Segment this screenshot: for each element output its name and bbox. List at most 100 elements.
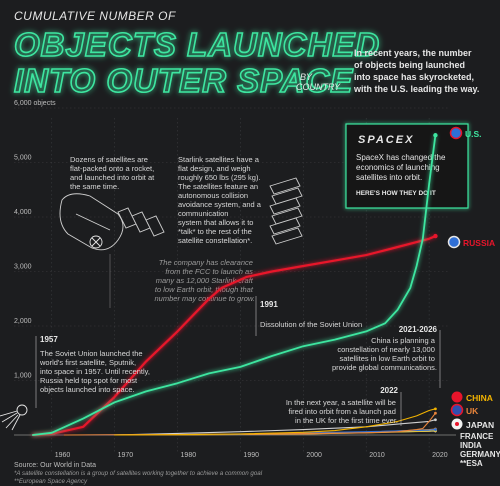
label-esa: **ESA	[460, 459, 483, 468]
x-tick-label: 1960	[55, 452, 71, 459]
x-tick-label: 2000	[306, 452, 322, 459]
y-tick-label: 2,000	[14, 318, 32, 325]
flatpack-satellites-illustration	[59, 193, 165, 251]
x-tick-label: 1990	[243, 452, 259, 459]
intro-line: In recent years, the number	[354, 48, 472, 58]
starlink-line: flat design, and weigh	[178, 164, 251, 173]
label-germany: GERMANY	[460, 450, 500, 459]
flatpack-line: flat-packed onto a rocket,	[70, 164, 154, 173]
series-end-point	[434, 418, 437, 422]
starlink-line: roughly 650 lbs (295 kg).	[178, 173, 261, 182]
starlink-line: satellite constellation*.	[178, 236, 252, 245]
us-flag-icon	[449, 126, 463, 140]
fcc-line: number may continue to grow.	[155, 294, 255, 303]
text-2021-line: China is planning a	[371, 336, 436, 345]
intro-line: into space has skyrocketed,	[354, 72, 474, 82]
text-1957-line: world's first satellite, Sputnik,	[39, 358, 136, 367]
label-china: CHINA	[466, 393, 493, 403]
us-label-group: U.S.	[449, 126, 482, 140]
series-line-japan	[114, 419, 436, 436]
intro-line: with the U.S. leading the way.	[353, 84, 479, 94]
series-end-point	[433, 233, 438, 239]
kicker: CUMULATIVE NUMBER OF	[14, 9, 176, 23]
country-labels: U.S. RUSSIA CHINA UK JAPAN FRANCE INDIA …	[447, 126, 500, 468]
fcc-line: The company has clearance	[159, 258, 253, 267]
label-russia: RUSSIA	[463, 238, 495, 248]
title: OBJECTS LAUNCHED INTO OUTER SPACE	[13, 25, 380, 100]
label-1957: 1957	[40, 335, 58, 344]
text-1957-line: Russia held top spot for most	[40, 376, 138, 385]
fcc-line: from the FCC to launch as	[165, 267, 253, 276]
y-tick-label: 4,000	[14, 209, 32, 216]
japan-label-group: JAPAN	[451, 418, 494, 430]
fcc-line: many as 12,000 Starlink craft	[156, 276, 254, 285]
footer: Source: Our World in Data *A satellite c…	[14, 462, 263, 485]
starlink-line: Starlink satellites have a	[178, 155, 260, 164]
y-tick-label: 5,000	[14, 155, 32, 162]
label-japan: JAPAN	[466, 420, 494, 430]
starlink-line: communication	[178, 209, 228, 218]
text-2021-line: provide global communications.	[332, 363, 437, 372]
label-us: U.S.	[465, 129, 482, 139]
x-tick-label: 2010	[369, 452, 385, 459]
y-tick-label: 6,000 objects	[14, 100, 56, 107]
label-2022: 2022	[380, 386, 398, 395]
spacex-body-line: economics of launching	[356, 163, 440, 172]
spacex-box: SPACEX SpaceX has changed the economics …	[345, 123, 469, 209]
sputnik-icon	[0, 404, 28, 431]
spacex-body-line: SpaceX has changed the	[356, 153, 446, 162]
russia-flag-icon	[447, 235, 461, 249]
text-2022-line: in the UK for the first time ever.	[295, 416, 398, 425]
starlink-line: system that allows it to	[178, 218, 253, 227]
starlink-line: autonomous collision	[178, 191, 248, 200]
text-1957: The Soviet Union launched the world's fi…	[39, 349, 152, 394]
text-2022: In the next year, a satellite will be fi…	[286, 398, 398, 425]
text-2021: China is planning a constellation of nea…	[332, 336, 437, 372]
x-tick-label: 2020	[432, 452, 448, 459]
text-2022-line: fired into orbit from a launch pad	[288, 407, 396, 416]
series-end-point	[433, 133, 438, 138]
label-uk: UK	[466, 406, 479, 416]
y-tick-label: 3,000	[14, 264, 32, 271]
series-end-point	[434, 428, 437, 431]
flatpack-line: and launched into orbit at	[70, 173, 155, 182]
y-tick-label: 1,000	[14, 373, 32, 380]
label-france: FRANCE	[460, 432, 494, 441]
by-label: BY	[300, 72, 313, 82]
axis-labels: 1,000 2,000 3,000 4,000 5,000 6,000 objects 19…	[14, 100, 448, 459]
japan-flag-dot	[455, 422, 459, 426]
spacex-body-line: satellites into orbit.	[356, 173, 422, 182]
series-lines	[31, 133, 438, 437]
x-tick-label: 1970	[118, 452, 134, 459]
text-2021-line: constellation of nearly 13,000	[337, 345, 435, 354]
series-end-point	[434, 411, 437, 415]
text-1957-line: objects launched into space.	[40, 385, 135, 394]
starlink-note: Starlink satellites have a flat design, …	[178, 155, 263, 245]
flatpack-line: the same time.	[70, 182, 119, 191]
starlink-line: avoidance system, and a	[178, 200, 262, 209]
intro-line: of objects being launched	[354, 60, 465, 70]
spacex-cta[interactable]: HERE'S HOW THEY DO IT	[356, 190, 436, 197]
uk-label-group: UK	[450, 403, 479, 417]
starlink-line: The satellites feature an	[178, 182, 258, 191]
footnote-1: *A satellite constellation is a group of…	[14, 470, 263, 477]
source: Source: Our World in Data	[14, 462, 96, 469]
china-flag-icon	[451, 391, 463, 403]
title-line-1: OBJECTS LAUNCHED	[14, 26, 380, 63]
flatpack-note: Dozens of satellites are flat-packed ont…	[70, 155, 156, 191]
text-2021-line: satellites in low Earth orbit to	[339, 354, 434, 363]
fcc-note: The company has clearance from the FCC t…	[155, 258, 255, 303]
label-india: INDIA	[460, 441, 482, 450]
china-label-group: CHINA	[451, 391, 493, 403]
starlink-stack-illustration	[269, 177, 303, 245]
text-1957-line: into space in 1957. Until recently,	[40, 367, 150, 376]
text-2022-line: In the next year, a satellite will be	[286, 398, 396, 407]
intro-text: In recent years, the number of objects b…	[353, 48, 479, 94]
text-1991: Dissolution of the Soviet Union	[260, 320, 362, 329]
starlink-line: *talk* to the rest of the	[178, 227, 252, 236]
series-end-point	[434, 407, 437, 411]
country-label: COUNTRY	[296, 82, 341, 92]
uk-flag-icon	[450, 403, 464, 417]
spacex-logo: SPACEX	[358, 134, 414, 146]
